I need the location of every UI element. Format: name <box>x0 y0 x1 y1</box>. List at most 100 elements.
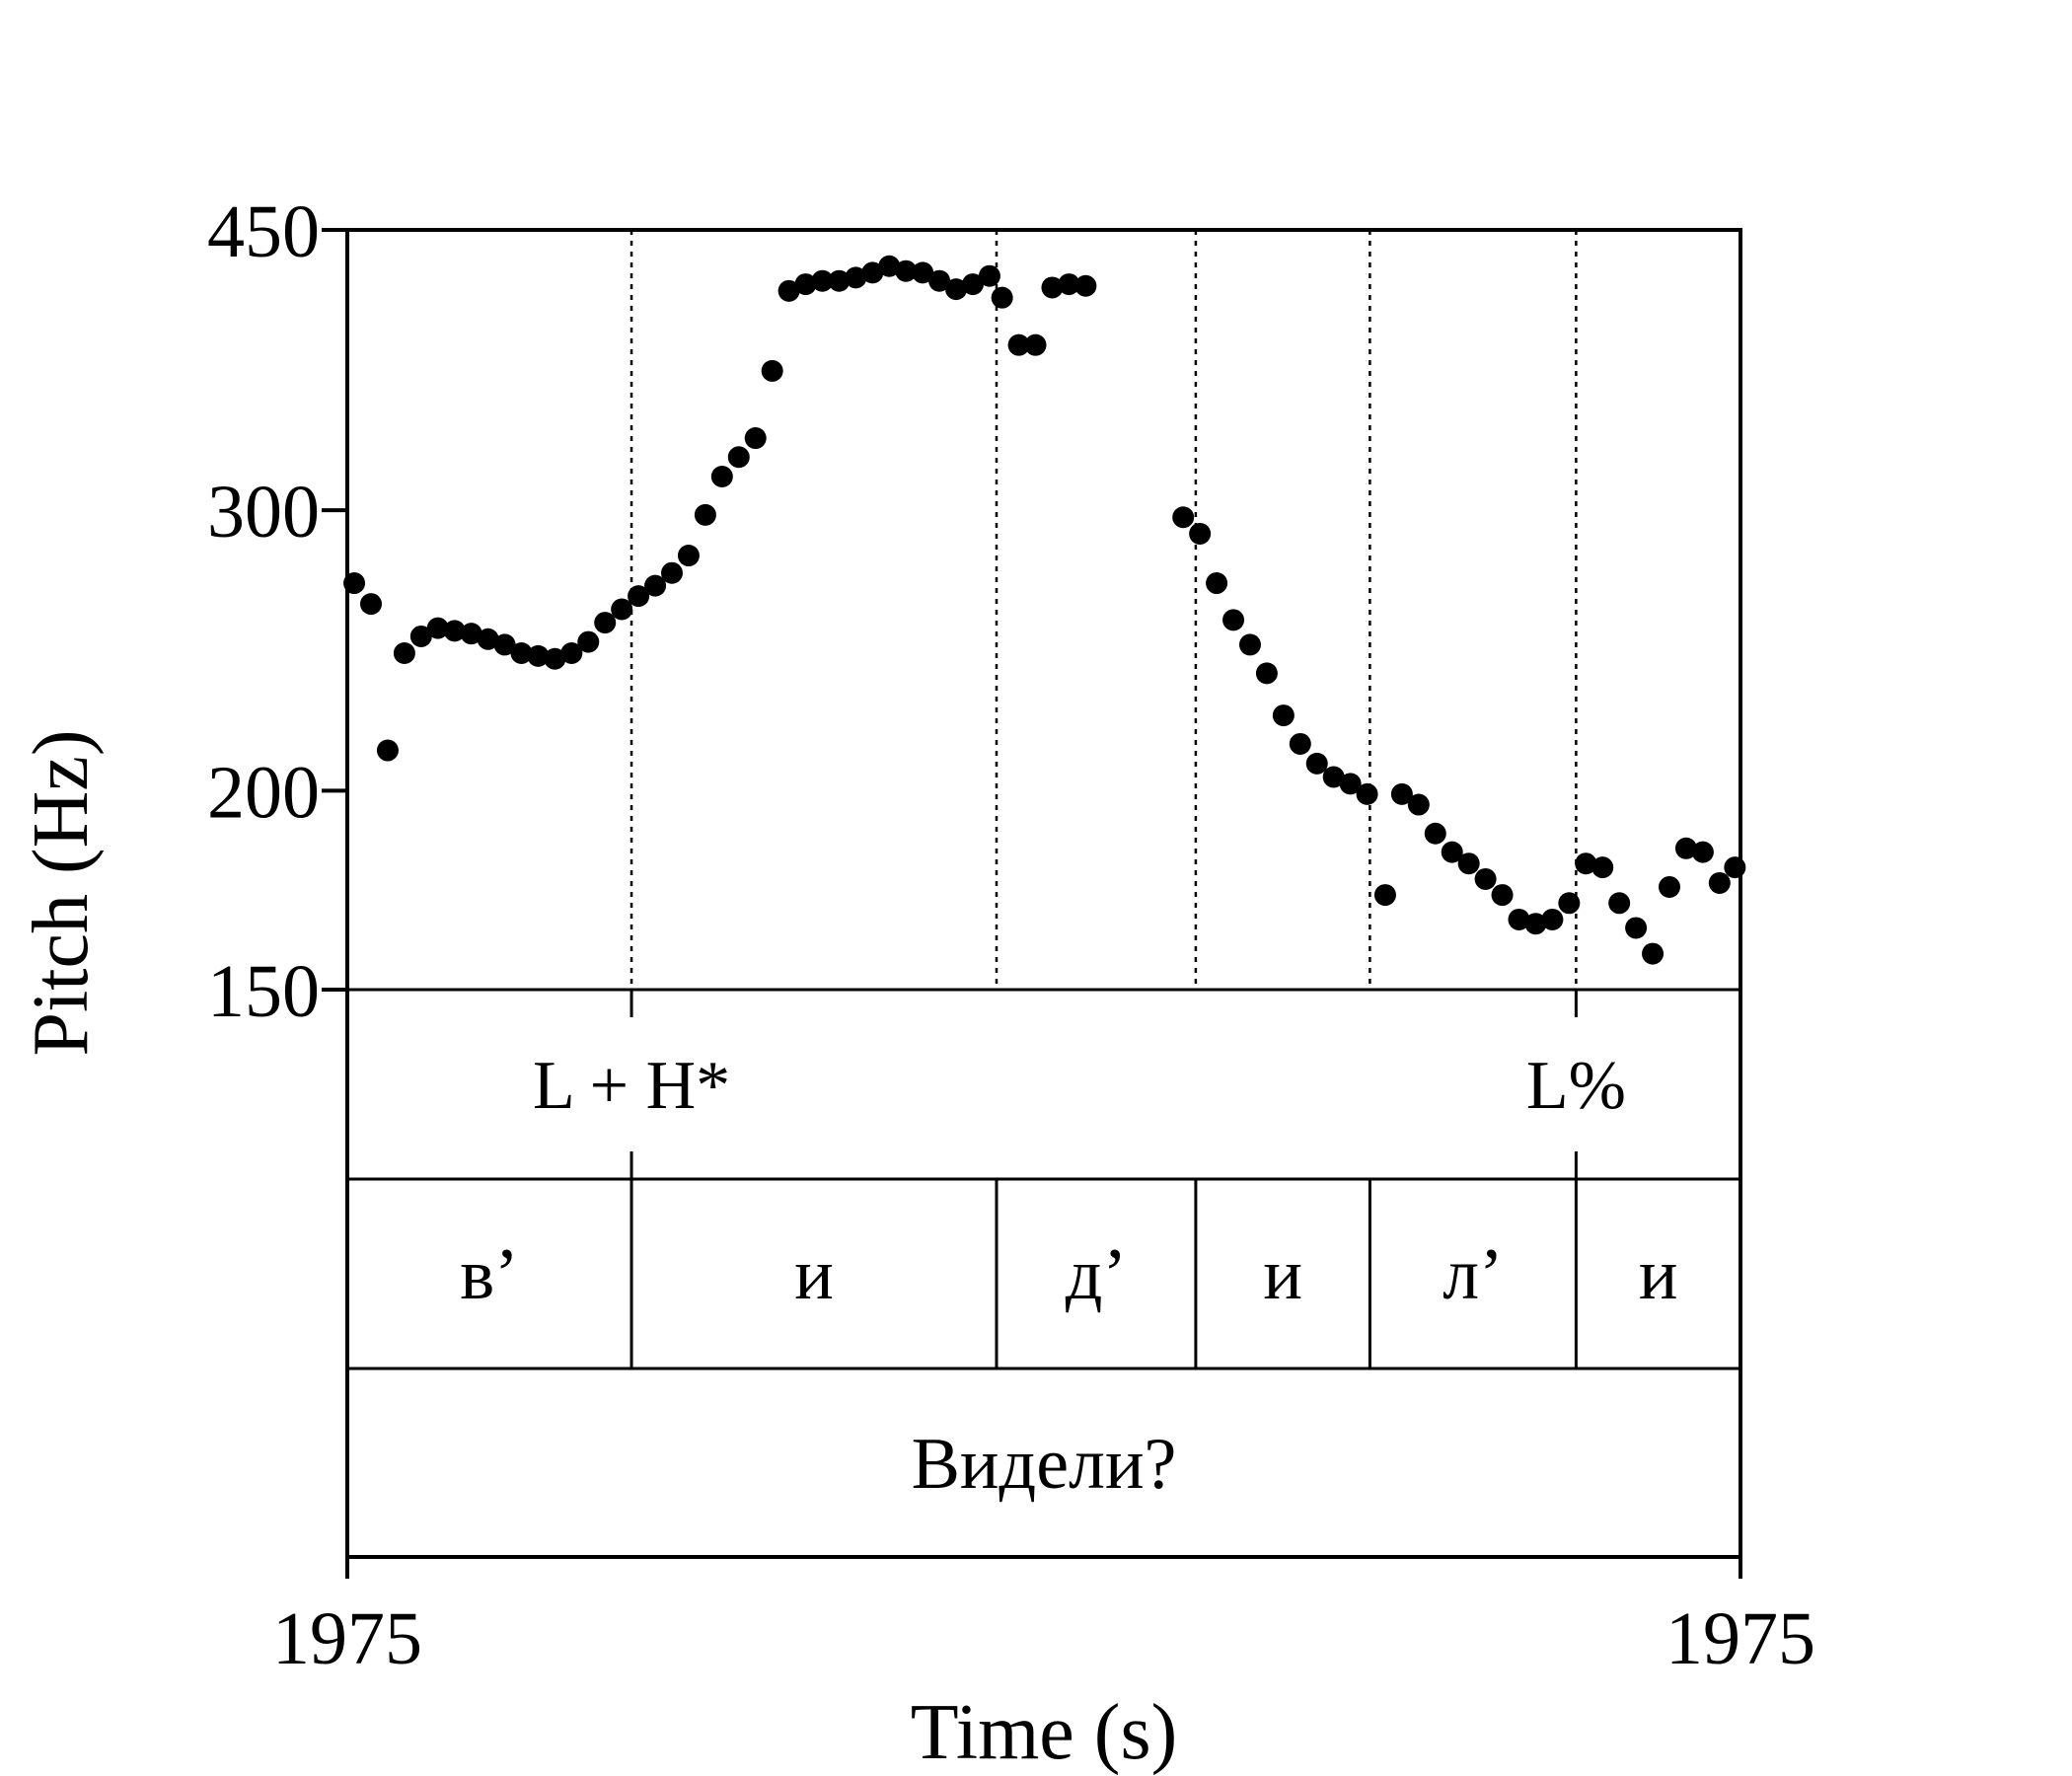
pitch-point <box>1058 273 1080 296</box>
pitch-point <box>677 545 700 567</box>
annotation-tiers: L + H* L% в’ и д’ и л’ и Видели? <box>347 988 1740 1505</box>
y-tick-label: 300 <box>207 471 320 554</box>
pitch-point <box>577 630 600 653</box>
pitch-point <box>393 641 415 664</box>
pitch-point <box>1007 333 1030 356</box>
tone-label: L% <box>1526 1048 1626 1124</box>
pitch-point <box>1074 274 1097 297</box>
pitch-point <box>1172 506 1195 529</box>
pitch-point <box>761 359 783 382</box>
pitch-point <box>1591 856 1614 879</box>
pitch-point <box>945 278 968 301</box>
pitch-point <box>694 503 716 526</box>
pitch-point <box>1390 782 1413 805</box>
pitch-point <box>376 739 399 762</box>
pitch-point <box>961 273 984 296</box>
pitch-point <box>510 641 533 664</box>
x-tick-label-end: 1975 <box>1665 1597 1815 1680</box>
pitch-point <box>1206 572 1228 595</box>
segment-label: в’ <box>460 1234 519 1315</box>
y-tick-label: 150 <box>207 950 320 1033</box>
pitch-point <box>1491 884 1514 907</box>
pitch-point <box>1508 908 1530 930</box>
pitch-point <box>1356 782 1378 805</box>
pitch-point <box>1558 892 1581 915</box>
pitch-point <box>527 644 550 667</box>
pitch-point <box>1024 333 1047 356</box>
pitch-point <box>777 279 800 302</box>
pitch-point <box>360 593 383 616</box>
pitch-point <box>978 264 1000 287</box>
pitch-point <box>611 598 633 621</box>
pitch-point <box>628 585 650 608</box>
pitch-point <box>493 633 516 656</box>
boundary-lines <box>629 230 1578 1369</box>
pitch-point <box>644 574 667 597</box>
pitch-point <box>544 647 566 670</box>
pitch-point <box>460 623 482 645</box>
pitch-point <box>1238 633 1261 656</box>
pitch-point <box>1474 867 1497 890</box>
pitch-point <box>1255 662 1278 685</box>
pitch-point <box>928 269 951 292</box>
pitch-point <box>794 273 817 296</box>
plot-frame <box>345 228 1742 1559</box>
pitch-point <box>426 617 449 639</box>
x-tick-label-start: 1975 <box>272 1597 422 1680</box>
pitch-point <box>1724 856 1746 879</box>
pitch-point <box>861 261 884 284</box>
pitch-point <box>1625 917 1648 939</box>
pitch-point <box>1457 852 1480 875</box>
pitch-point <box>828 269 851 292</box>
pitch-point <box>1642 942 1665 965</box>
pitch-point <box>1041 276 1064 299</box>
pitch-point <box>1424 822 1446 845</box>
segment-label: и <box>794 1234 834 1315</box>
pitch-point <box>1608 892 1631 915</box>
pitch-point <box>845 266 867 289</box>
pitch-point <box>1575 852 1597 875</box>
pitch-point <box>1373 884 1396 907</box>
pitch-point <box>912 261 934 284</box>
pitch-point <box>1189 522 1212 545</box>
pitch-point <box>443 620 466 642</box>
pitch-point <box>1541 908 1564 930</box>
pitch-point <box>1322 766 1345 788</box>
y-axis: 150 200 300 450 <box>207 190 347 1033</box>
pitch-point <box>710 465 733 487</box>
y-tick-label: 450 <box>207 190 320 273</box>
pitch-point <box>878 255 901 277</box>
pitch-point <box>1305 752 1328 775</box>
y-axis-title: Pitch (Hz) <box>18 729 105 1056</box>
tone-label: L + H* <box>533 1048 730 1124</box>
pitch-point <box>1674 837 1697 859</box>
pitch-point <box>744 427 767 450</box>
pitch-point <box>560 641 583 664</box>
x-axis <box>345 1557 1742 1579</box>
pitch-point <box>1524 913 1547 935</box>
pitch-point <box>1272 704 1295 727</box>
pitch-point <box>895 259 918 282</box>
pitch-point <box>1658 875 1680 898</box>
pitch-point <box>1691 841 1714 863</box>
pitch-point <box>727 446 750 469</box>
pitch-point <box>594 612 617 634</box>
pitch-point <box>991 286 1013 309</box>
segment-label: и <box>1263 1234 1302 1315</box>
pitch-point <box>1441 841 1463 863</box>
pitch-point <box>1339 773 1362 795</box>
pitch-point <box>409 625 432 647</box>
segment-label: л’ <box>1443 1234 1504 1315</box>
y-tick-label: 200 <box>207 751 320 834</box>
pitch-point <box>811 269 834 292</box>
pitch-point <box>1289 732 1311 755</box>
pitch-points <box>343 255 1746 965</box>
segment-label: и <box>1639 1234 1678 1315</box>
pitch-point <box>1222 609 1245 631</box>
pitch-point <box>1708 871 1731 894</box>
pitch-point <box>1407 793 1430 816</box>
word-label: Видели? <box>912 1424 1177 1505</box>
pitch-point <box>660 561 683 584</box>
segment-label: д’ <box>1066 1234 1127 1315</box>
